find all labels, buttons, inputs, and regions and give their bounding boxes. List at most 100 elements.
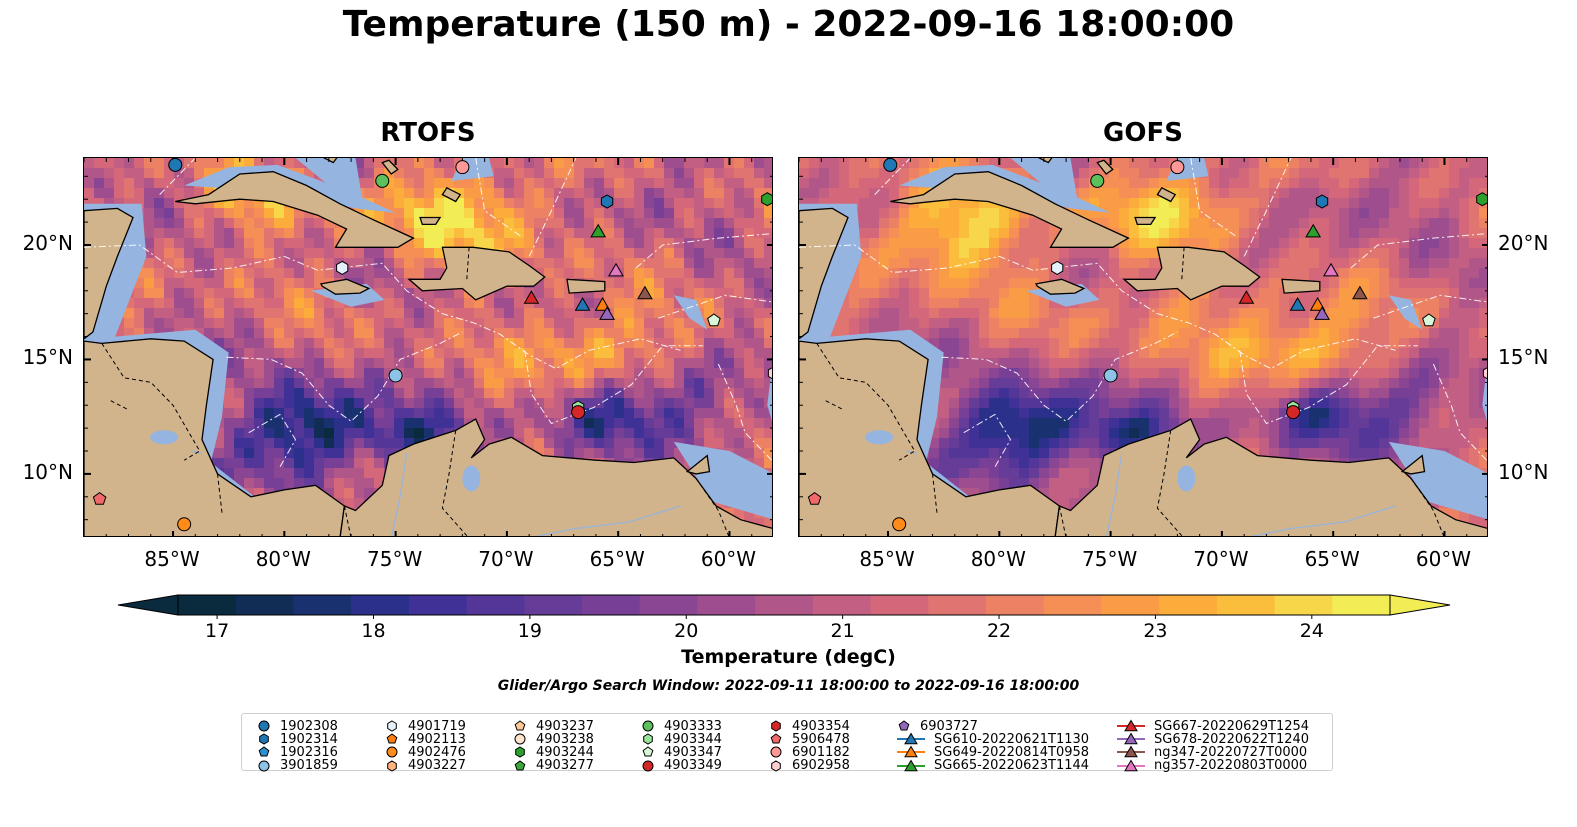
- legend-label: SG665-20220623T1144: [934, 758, 1090, 774]
- land-puertorico: [1281, 278, 1321, 294]
- land-hispaniola: [1122, 246, 1261, 301]
- marker-ng357-20220803T0000: [608, 262, 624, 277]
- rivers: [190, 450, 681, 536]
- marker-5906478: [807, 491, 822, 505]
- legend-symbol: [643, 733, 653, 745]
- legend-marker: [386, 733, 398, 744]
- legend-label: 4903349: [664, 758, 722, 774]
- legend-label: 4903354: [792, 718, 850, 734]
- land: [84, 158, 772, 536]
- land-puertorico: [566, 278, 606, 294]
- legend-label: SG678-20220622T1240: [1154, 731, 1310, 747]
- legend-label: ng347-20220727T0000: [1154, 744, 1308, 760]
- legend-marker: [1124, 745, 1138, 758]
- legend-item: 4903344: [640, 730, 722, 748]
- marker-1902308: [168, 158, 183, 172]
- colorbar-tick-label: 24: [1299, 620, 1324, 642]
- colorbar-tick-label: 19: [517, 620, 542, 642]
- figure-title: Temperature (150 m) - 2022-09-16 18:00:0…: [342, 4, 1235, 45]
- lon-tick-label: 80°W: [255, 547, 311, 571]
- legend-symbol: [898, 720, 910, 731]
- marker-6902958: [1482, 367, 1487, 380]
- marker-ng347-20220727T0000: [1352, 285, 1368, 300]
- legend-item: 4902113: [384, 730, 466, 748]
- colorbar-tick-label: 21: [830, 620, 855, 642]
- legend-item: 5906478: [768, 730, 850, 748]
- land-bahamas3: [419, 216, 442, 226]
- legend-label: 4903238: [536, 731, 594, 747]
- legend-marker: [258, 760, 270, 772]
- country-borders: [816, 247, 1445, 536]
- legend-symbol: [258, 746, 270, 757]
- legend-label: SG649-20220814T0958: [934, 744, 1090, 760]
- legend-item: 4903347: [640, 743, 722, 761]
- land-cuba: [175, 171, 415, 248]
- land-jamaica: [320, 278, 371, 295]
- marker-1902308: [883, 158, 898, 172]
- marker-3901859: [1103, 368, 1118, 383]
- panel-title-rtofs: RTOFS: [380, 118, 476, 148]
- land-southam: [339, 418, 772, 536]
- legend-item: 1902308: [256, 717, 338, 735]
- land-trinidad: [685, 454, 711, 475]
- legend-marker: [770, 733, 782, 744]
- legend-marker: [514, 720, 526, 731]
- observation-markers: [92, 158, 772, 532]
- legend-symbol: [514, 720, 526, 731]
- legend-marker: [387, 720, 397, 732]
- marker-4902476: [892, 517, 907, 532]
- legend-label: 4901719: [408, 718, 466, 734]
- marker-SG678-20220622T1240: [1314, 306, 1330, 320]
- legend-symbol: [897, 745, 925, 758]
- lon-tick-label: 60°W: [1415, 547, 1472, 571]
- legend-item: SG678-20220622T1240: [1116, 730, 1309, 748]
- search-window-caption: Glider/Argo Search Window: 2022-09-11 18…: [497, 678, 1080, 694]
- legend-symbol: [771, 760, 781, 772]
- marker-6902958: [767, 367, 772, 380]
- legend-symbol: [258, 720, 270, 732]
- legend-label: 4903344: [664, 731, 722, 747]
- marker-SG649-20220814T0958: [594, 296, 611, 311]
- legend-symbol: [770, 746, 782, 758]
- legend-marker: [387, 760, 397, 772]
- marker-SG649-20220814T0958: [1309, 296, 1326, 311]
- land-yucatan: [799, 207, 849, 340]
- legend-label: ng357-20220803T0000: [1154, 758, 1308, 774]
- legend-item: SG667-20220629T1254: [1116, 717, 1309, 735]
- lon-tick-label: 70°W: [478, 547, 534, 571]
- legend-marker: [642, 746, 654, 757]
- land-bahamas4: [441, 186, 462, 203]
- marker-SG665-20220623T1144: [1305, 223, 1322, 238]
- lat-tick-label-right: 10°N: [1498, 459, 1549, 484]
- land-bahamas2: [381, 159, 399, 175]
- legend-item: 6903727: [896, 717, 978, 735]
- legend-item: 4903237: [512, 717, 594, 735]
- legend-item: SG649-20220814T0958: [896, 743, 1089, 761]
- eez-boundaries: [84, 158, 772, 468]
- lat-tick-label-left: 10°N: [22, 459, 73, 484]
- colorbar-tick-label: 18: [361, 620, 386, 642]
- legend-item: 6902958: [768, 757, 850, 775]
- legend-symbol: [1117, 745, 1145, 758]
- land-bahamas4: [1156, 186, 1177, 203]
- legend-symbol: [897, 732, 925, 745]
- legend-label: 6903727: [920, 718, 978, 734]
- lon-tick-label: 85°W: [859, 547, 915, 571]
- legend-symbol: [258, 760, 270, 772]
- map-panel-rtofs: [83, 157, 773, 537]
- legend-symbol: [387, 760, 397, 772]
- legend-symbol: [771, 720, 781, 732]
- lon-tick-label: 70°W: [1193, 547, 1249, 571]
- legend-item: 1902316: [256, 743, 338, 761]
- legend-marker: [1124, 732, 1138, 745]
- colorbar-tick-label: 22: [986, 620, 1012, 642]
- legend-label: 4903237: [536, 718, 594, 734]
- legend-label: 3901859: [280, 758, 338, 774]
- legend-label: 5906478: [792, 731, 850, 747]
- marker-SG610-20220621T1130: [1289, 297, 1306, 311]
- marker-4903349: [571, 405, 586, 420]
- land: [799, 158, 1487, 536]
- legend-marker: [258, 720, 270, 732]
- legend-item: 4901719: [384, 717, 466, 735]
- legend-item: 1902314: [256, 730, 338, 748]
